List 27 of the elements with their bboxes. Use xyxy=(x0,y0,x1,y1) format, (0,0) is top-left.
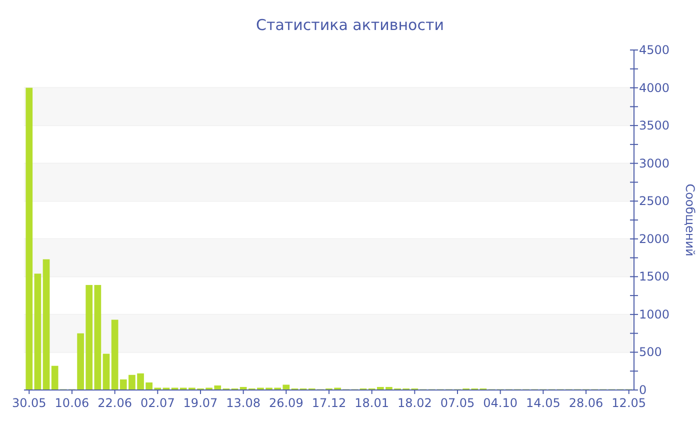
y-tick-label: 3500 xyxy=(639,118,670,133)
y-axis-title: Сообщений xyxy=(683,184,697,256)
x-tick-label: 30.05 xyxy=(12,396,46,410)
x-tick-label: 18.02 xyxy=(397,396,432,410)
y-tick-label: 1000 xyxy=(639,307,670,322)
x-tick-label: 04.10 xyxy=(483,396,518,410)
x-tick-label: 13.08 xyxy=(226,396,261,410)
x-tick-label: 12.05 xyxy=(612,396,646,410)
x-tick-label: 19.07 xyxy=(183,396,218,410)
chart-title: Статистика активности xyxy=(256,16,444,34)
x-tick-label: 14.05 xyxy=(526,396,560,410)
x-tick-label: 28.06 xyxy=(568,396,604,410)
x-tick-label: 22.06 xyxy=(98,396,132,410)
x-tick-label: 17.12 xyxy=(312,396,346,410)
y-tick-label: 3000 xyxy=(639,156,670,170)
y-tick-label: 500 xyxy=(639,345,662,360)
x-tick-label: 26.09 xyxy=(268,396,304,410)
x-tick-label: 07.05 xyxy=(440,396,475,410)
y-tick-label: 4000 xyxy=(639,80,670,95)
x-tick-label: 02.07 xyxy=(140,396,175,410)
x-tick-label: 18.01 xyxy=(354,396,390,410)
y-tick-label: 1500 xyxy=(639,270,670,284)
y-tick-label: 4500 xyxy=(639,43,670,57)
y-tick-label: 2000 xyxy=(639,232,670,246)
x-tick-label: 10.06 xyxy=(54,396,90,410)
y-tick-label: 0 xyxy=(639,383,647,397)
y-tick-label: 2500 xyxy=(639,194,670,208)
